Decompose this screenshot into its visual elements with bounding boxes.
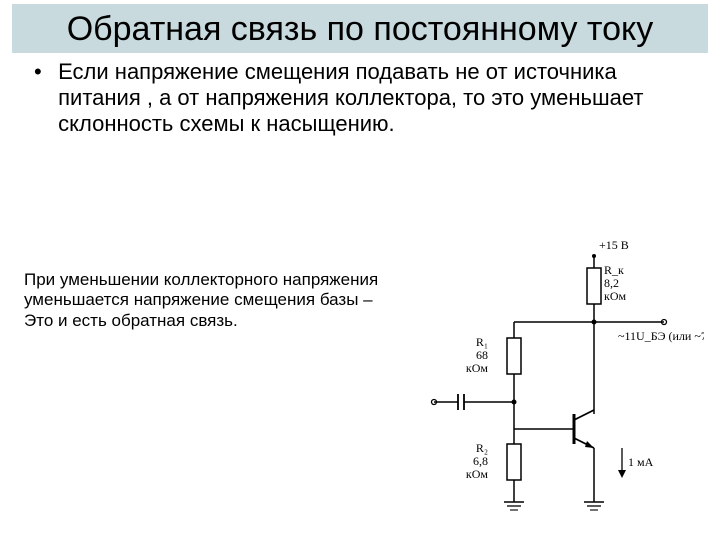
rk-name: R_к — [604, 263, 624, 277]
note-line-2: уменьшается напряжение смещения базы – — [24, 290, 373, 309]
bullet-dot: • — [34, 59, 52, 85]
r1-unit: кОм — [466, 361, 488, 375]
note-line-1: При уменьшении коллекторного напряжения — [24, 270, 378, 289]
vout-label: ~11U_БЭ (или ~7 В) — [618, 329, 704, 343]
rk-unit: кОм — [604, 289, 626, 303]
r2-unit: кОм — [466, 467, 488, 481]
slide-title: Обратная связь по постоянному току — [12, 4, 708, 53]
r2-name: R₂ — [476, 441, 488, 455]
r1-val: 68 — [476, 348, 488, 362]
vcc-label: +15 В — [599, 238, 629, 252]
circuit-schematic: +15 В R_к 8,2 кОм R₁ 68 кОм — [404, 234, 704, 534]
note-text: При уменьшении коллекторного напряжения … — [24, 270, 404, 331]
note-line-3: Это и есть обратная связь. — [24, 311, 238, 330]
bullet-text: Если напряжение смещения подавать не от … — [58, 59, 658, 137]
bullet-text-block: • Если напряжение смещения подавать не о… — [34, 59, 692, 137]
r2-val: 6,8 — [473, 454, 488, 468]
slide: { "title": "Обратная связь по постоянном… — [0, 4, 720, 540]
rk-val: 8,2 — [604, 276, 619, 290]
r1-name: R₁ — [476, 335, 488, 349]
ic-label: 1 мА — [628, 455, 654, 469]
